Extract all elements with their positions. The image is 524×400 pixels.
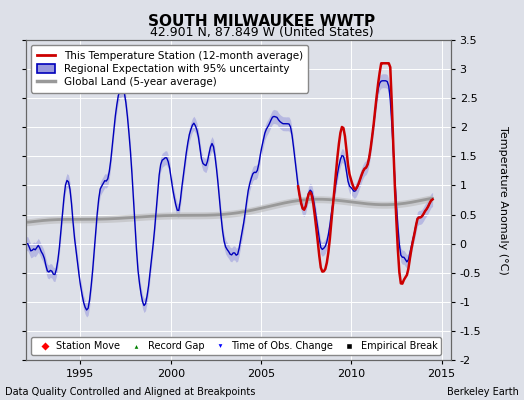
Legend: Station Move, Record Gap, Time of Obs. Change, Empirical Break: Station Move, Record Gap, Time of Obs. C… [31, 337, 441, 355]
Text: Berkeley Earth: Berkeley Earth [447, 387, 519, 397]
Text: SOUTH MILWAUKEE WWTP: SOUTH MILWAUKEE WWTP [148, 14, 376, 29]
Text: Data Quality Controlled and Aligned at Breakpoints: Data Quality Controlled and Aligned at B… [5, 387, 256, 397]
Y-axis label: Temperature Anomaly (°C): Temperature Anomaly (°C) [498, 126, 508, 274]
Text: 42.901 N, 87.849 W (United States): 42.901 N, 87.849 W (United States) [150, 26, 374, 39]
